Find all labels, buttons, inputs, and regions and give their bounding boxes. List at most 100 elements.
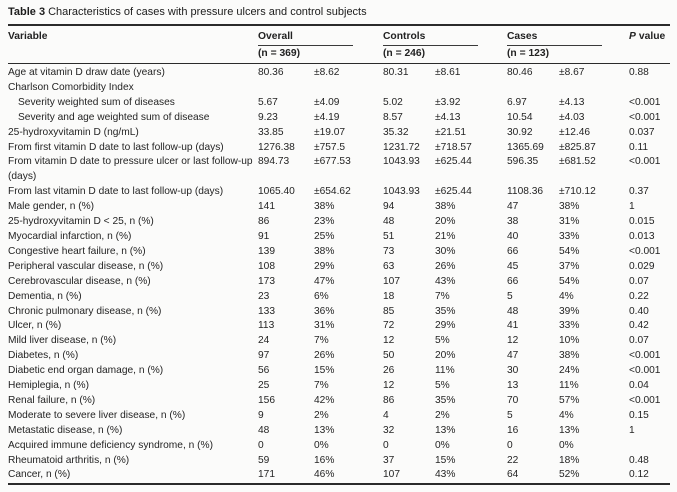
- controls-sd-cell: ±8.61: [435, 67, 461, 78]
- controls-sd-cell: 43%: [435, 469, 456, 481]
- cases-n-label: (n = 123): [507, 48, 550, 59]
- variable-cell: Diabetes, n (%): [8, 350, 79, 362]
- p-value-cell: [629, 439, 670, 454]
- table-row: Dementia, n (%) 23 6% 18 7% 5 4% 0.22: [8, 290, 670, 305]
- variable-cell: Congestive heart failure, n (%): [8, 245, 146, 257]
- controls-value-cell: 63: [383, 260, 395, 272]
- overall-value-cell: 86: [258, 216, 270, 228]
- variable-cell: 25-hydroxyvitamin D < 25, n (%): [8, 216, 154, 228]
- controls-value-cell: 73: [383, 245, 395, 257]
- controls-n-label: (n = 246): [383, 48, 426, 59]
- p-value-cell: <0.001: [629, 111, 661, 123]
- overall-value-cell: 59: [258, 454, 270, 466]
- table-row: 25-hydroxyvitamin D (ng/mL) 33.85 ±19.07 35…: [8, 126, 670, 141]
- cases-value-cell: 22: [507, 454, 519, 466]
- variable-cell: Metastatic disease, n (%): [8, 424, 123, 436]
- table-row: From first vitamin D date to last follow…: [8, 141, 670, 156]
- cases-value-cell: [507, 81, 559, 96]
- p-value-cell: 0.015: [629, 216, 655, 228]
- overall-value-cell: 0: [258, 439, 264, 451]
- cases-value-cell: 13: [507, 380, 519, 392]
- p-value-cell: <0.001: [629, 245, 661, 257]
- cases-column-header: Cases: [507, 25, 629, 46]
- controls-value-cell: 50: [383, 350, 395, 362]
- controls-sd-cell: 35%: [435, 394, 456, 406]
- controls-value-cell: 35.32: [383, 126, 409, 138]
- cases-sd-cell: 31%: [559, 216, 580, 228]
- controls-sd-cell: 43%: [435, 275, 456, 287]
- p-value-cell: 1: [629, 201, 635, 213]
- controls-value-cell: 4: [383, 409, 389, 421]
- controls-value-cell: 85: [383, 305, 395, 317]
- empty-header-cell: [629, 46, 670, 64]
- p-value-cell: 0.11: [629, 141, 649, 153]
- overall-sd-cell: 16%: [314, 454, 335, 466]
- overall-value-cell: 139: [258, 245, 275, 257]
- variable-cell: Ulcer, n (%): [8, 320, 62, 332]
- cases-sd-cell: ±710.12: [559, 186, 596, 198]
- variable-cell: Peripheral vascular disease, n (%): [8, 260, 164, 272]
- table-row: Age at vitamin D draw date (years) 80.36 ±…: [8, 64, 670, 81]
- p-value-cell: <0.001: [629, 156, 661, 168]
- overall-sd-cell: 7%: [314, 335, 329, 347]
- p-value-cell: <0.001: [629, 365, 661, 377]
- cases-value-cell: 64: [507, 469, 519, 481]
- variable-column-header: Variable: [8, 31, 48, 42]
- cases-value-cell: 596.35: [507, 156, 539, 168]
- overall-sd-cell: 7%: [314, 380, 329, 392]
- controls-value-cell: 5.02: [383, 96, 403, 108]
- controls-sd-cell: 29%: [435, 320, 456, 332]
- overall-value-cell: 33.85: [258, 126, 284, 138]
- controls-column-header: Controls: [383, 25, 507, 46]
- cases-sd-cell: 13%: [559, 424, 580, 436]
- overall-sd-cell: ±677.53: [314, 156, 351, 168]
- overall-sd-cell: ±19.07: [314, 126, 346, 138]
- controls-value-cell: 107: [383, 275, 400, 287]
- table-row: Hemiplegia, n (%) 25 7% 12 5% 13 11% 0.04: [8, 379, 670, 394]
- controls-sd-cell: 0%: [435, 439, 450, 451]
- p-value-cell: 0.07: [629, 275, 649, 287]
- controls-sd-cell: 5%: [435, 335, 450, 347]
- variable-cell: Age at vitamin D draw date (years): [8, 67, 165, 78]
- p-value-cell: <0.001: [629, 350, 661, 362]
- p-value-cell: 0.15: [629, 409, 649, 421]
- variable-cell: Cerebrovascular disease, n (%): [8, 275, 151, 287]
- variable-cell: Renal failure, n (%): [8, 394, 96, 406]
- controls-value-cell: 0: [383, 439, 389, 451]
- controls-value-cell: 1043.93: [383, 156, 420, 168]
- controls-sd-cell: 21%: [435, 230, 456, 242]
- p-value-cell: 0.013: [629, 230, 655, 242]
- overall-value-cell: 108: [258, 260, 275, 272]
- controls-value-cell: 51: [383, 230, 395, 242]
- cases-value-cell: 48: [507, 305, 519, 317]
- cases-sd-cell: 37%: [559, 260, 580, 272]
- overall-value-cell: [258, 81, 314, 96]
- table-row: Male gender, n (%) 141 38% 94 38% 47 38% 1: [8, 200, 670, 215]
- table-row: Peripheral vascular disease, n (%) 108 29%…: [8, 260, 670, 275]
- overall-sd-cell: 13%: [314, 424, 335, 436]
- controls-value-cell: 26: [383, 365, 395, 377]
- n-header-row: (n = 369) (n = 246) (n = 123): [8, 46, 670, 64]
- controls-sd-cell: 5%: [435, 380, 450, 392]
- controls-value-cell: 37: [383, 454, 395, 466]
- cases-sd-cell: 57%: [559, 394, 580, 406]
- overall-value-cell: 48: [258, 424, 270, 436]
- cases-value-cell: 80.46: [507, 67, 533, 78]
- variable-cell: Hemiplegia, n (%): [8, 380, 89, 392]
- controls-sd-cell: ±718.57: [435, 141, 472, 153]
- cases-sd-cell: ±825.87: [559, 141, 596, 153]
- table-row: Diabetic end organ damage, n (%) 56 15% 26 1…: [8, 364, 670, 379]
- cases-sd-cell: 10%: [559, 335, 580, 347]
- p-value-cell: <0.001: [629, 96, 661, 108]
- overall-value-cell: 113: [258, 320, 275, 332]
- variable-cell: Charlson Comorbidity Index: [8, 81, 134, 93]
- overall-value-cell: 894.73: [258, 156, 290, 168]
- overall-sd-cell: 0%: [314, 439, 329, 451]
- controls-sd-cell: 38%: [435, 201, 456, 213]
- controls-sd-cell: 20%: [435, 350, 456, 362]
- overall-sd-cell: 47%: [314, 275, 335, 287]
- table-row: Renal failure, n (%) 156 42% 86 35% 70 57% <0.0…: [8, 394, 670, 409]
- controls-value-cell: 1231.72: [383, 141, 420, 153]
